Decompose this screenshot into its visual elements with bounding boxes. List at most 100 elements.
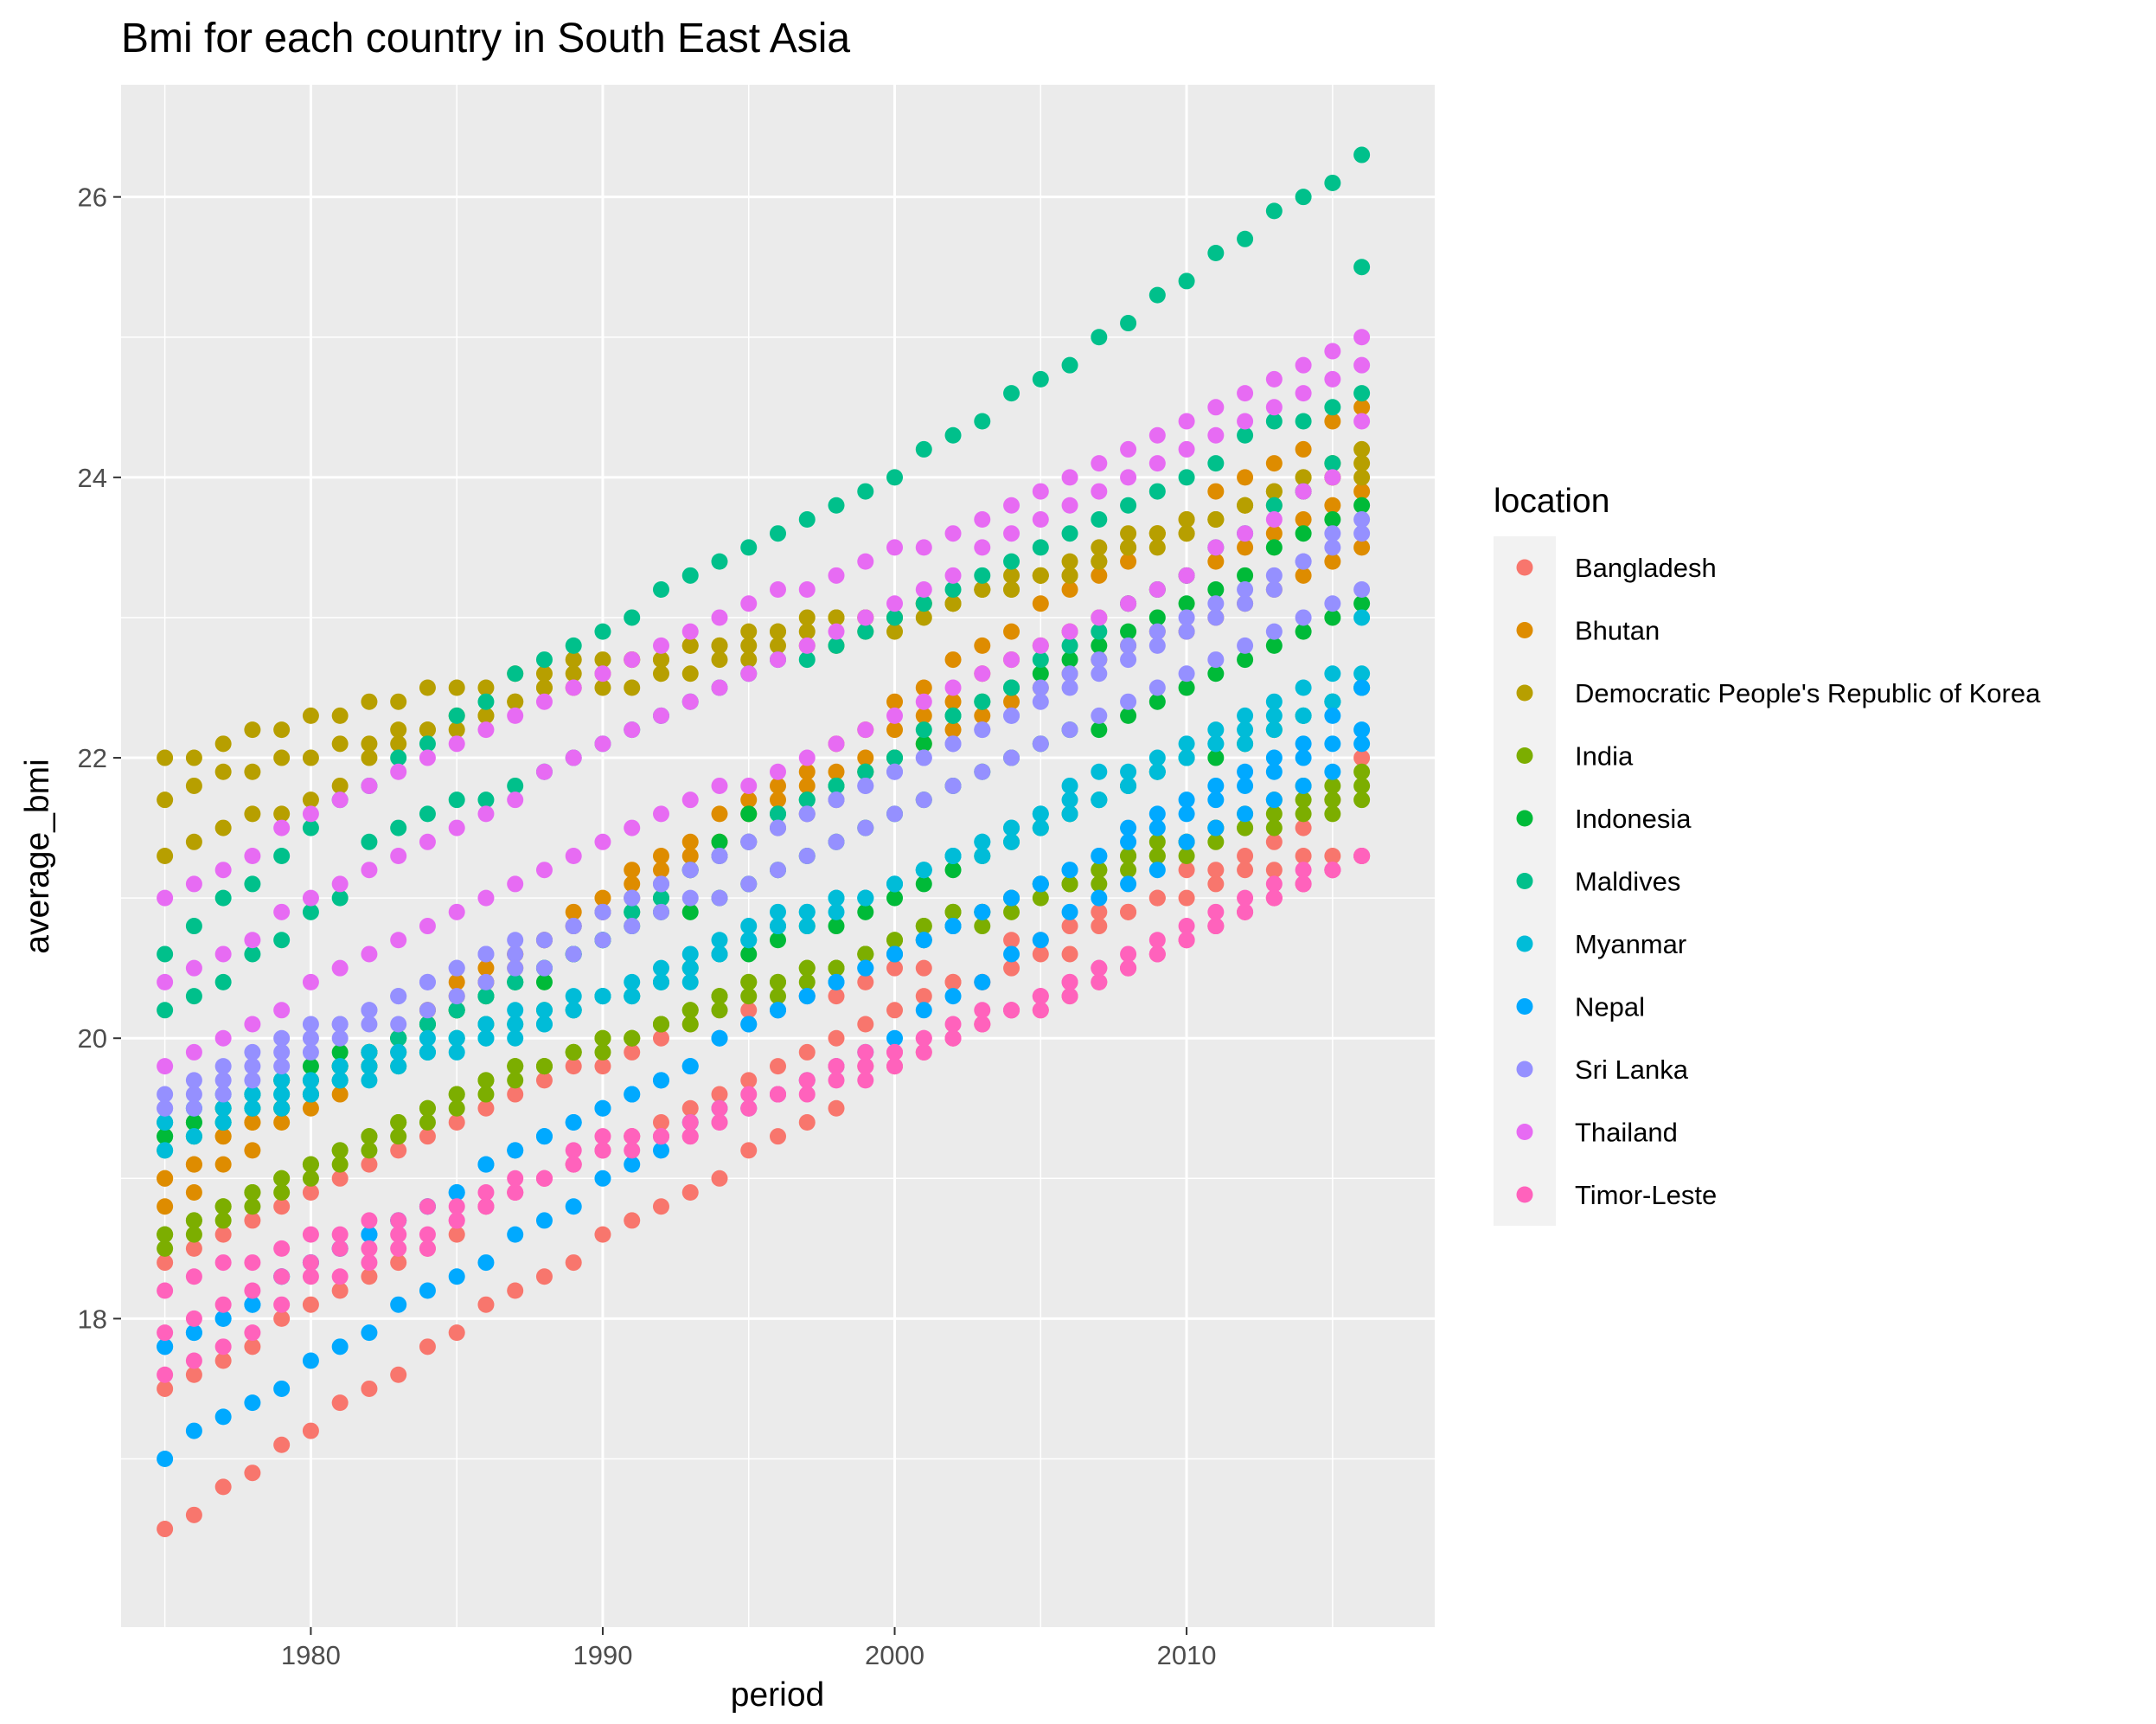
point-nepal bbox=[1061, 903, 1078, 920]
point-timor-leste bbox=[273, 1240, 291, 1257]
point-thailand bbox=[1324, 370, 1341, 388]
point-maldives bbox=[185, 988, 202, 1005]
point-timor-leste bbox=[1295, 875, 1312, 893]
point-democratic-people-s-republic-of-korea bbox=[681, 665, 699, 683]
point-india bbox=[390, 1113, 407, 1131]
point-indonesia bbox=[1353, 595, 1371, 612]
point-thailand bbox=[1207, 426, 1225, 444]
point-democratic-people-s-republic-of-korea bbox=[302, 749, 319, 766]
point-nepal bbox=[244, 1296, 261, 1313]
point-myanmar bbox=[798, 903, 816, 920]
point-democratic-people-s-republic-of-korea bbox=[1003, 581, 1020, 599]
point-nepal bbox=[273, 1380, 291, 1397]
point-india bbox=[331, 1156, 349, 1173]
point-myanmar bbox=[681, 959, 699, 977]
point-sri-lanka bbox=[1032, 693, 1049, 710]
point-myanmar bbox=[1061, 777, 1078, 794]
point-sri-lanka bbox=[974, 721, 991, 739]
point-india bbox=[419, 1113, 436, 1131]
point-thailand bbox=[244, 1016, 261, 1033]
point-timor-leste bbox=[1178, 918, 1195, 935]
point-bangladesh bbox=[361, 1156, 378, 1173]
point-bangladesh bbox=[1178, 862, 1195, 879]
point-indonesia bbox=[1265, 539, 1283, 556]
point-thailand bbox=[302, 889, 319, 907]
point-sri-lanka bbox=[214, 1072, 232, 1089]
point-india bbox=[798, 973, 816, 990]
point-thailand bbox=[331, 792, 349, 809]
point-thailand bbox=[770, 763, 786, 780]
point-nepal bbox=[1061, 862, 1078, 879]
point-myanmar bbox=[944, 848, 962, 864]
point-bangladesh bbox=[1148, 889, 1166, 907]
data-points bbox=[157, 146, 1371, 1538]
point-nepal bbox=[1295, 777, 1312, 794]
point-bhutan bbox=[711, 805, 728, 823]
point-thailand bbox=[652, 805, 669, 823]
point-thailand bbox=[448, 735, 465, 753]
point-indonesia bbox=[1148, 693, 1166, 710]
point-indonesia bbox=[1207, 749, 1225, 766]
point-maldives bbox=[594, 623, 611, 640]
point-timor-leste bbox=[448, 1212, 465, 1229]
point-india bbox=[185, 1212, 202, 1229]
point-maldives bbox=[507, 973, 524, 990]
point-maldives bbox=[624, 903, 641, 920]
point-bangladesh bbox=[711, 1170, 728, 1187]
point-democratic-people-s-republic-of-korea bbox=[974, 581, 991, 599]
point-india bbox=[157, 1240, 174, 1257]
point-democratic-people-s-republic-of-korea bbox=[185, 749, 202, 766]
point-thailand bbox=[828, 567, 845, 584]
point-democratic-people-s-republic-of-korea bbox=[390, 693, 407, 710]
point-india bbox=[302, 1170, 319, 1187]
point-thailand bbox=[507, 707, 524, 724]
point-maldives bbox=[1120, 315, 1137, 332]
point-thailand bbox=[1120, 440, 1137, 458]
legend-key-myanmar bbox=[1516, 935, 1533, 952]
point-maldives bbox=[390, 749, 407, 766]
point-india bbox=[214, 1212, 232, 1229]
point-thailand bbox=[535, 693, 553, 710]
point-sri-lanka bbox=[1148, 679, 1166, 696]
point-nepal bbox=[507, 1226, 524, 1243]
point-thailand bbox=[273, 1002, 291, 1019]
point-sri-lanka bbox=[214, 1058, 232, 1075]
point-indonesia bbox=[1295, 525, 1312, 542]
point-timor-leste bbox=[1120, 945, 1137, 963]
point-myanmar bbox=[1003, 819, 1020, 836]
point-bangladesh bbox=[770, 1058, 786, 1075]
point-myanmar bbox=[1061, 805, 1078, 823]
point-bangladesh bbox=[214, 1478, 232, 1496]
point-maldives bbox=[1295, 189, 1312, 206]
point-nepal bbox=[1120, 833, 1137, 850]
point-nepal bbox=[915, 932, 932, 949]
point-timor-leste bbox=[1032, 988, 1049, 1005]
point-thailand bbox=[1295, 356, 1312, 374]
point-sri-lanka bbox=[507, 932, 524, 949]
point-thailand bbox=[565, 848, 582, 864]
point-bangladesh bbox=[886, 1002, 904, 1019]
point-myanmar bbox=[624, 973, 641, 990]
point-maldives bbox=[1061, 637, 1078, 654]
point-thailand bbox=[507, 792, 524, 809]
point-india bbox=[770, 988, 786, 1005]
point-bhutan bbox=[448, 973, 465, 990]
point-maldives bbox=[886, 609, 904, 626]
point-bhutan bbox=[273, 1113, 291, 1131]
point-bhutan bbox=[1237, 539, 1254, 556]
point-india bbox=[273, 1170, 291, 1187]
point-nepal bbox=[652, 1072, 669, 1089]
point-india bbox=[244, 1198, 261, 1215]
point-timor-leste bbox=[652, 1128, 669, 1145]
point-india bbox=[740, 973, 758, 990]
y-tick-label: 18 bbox=[78, 1304, 107, 1334]
point-myanmar bbox=[770, 918, 786, 935]
point-indonesia bbox=[886, 889, 904, 907]
point-maldives bbox=[302, 903, 319, 920]
point-myanmar bbox=[1295, 707, 1312, 724]
point-maldives bbox=[1178, 272, 1195, 290]
point-timor-leste bbox=[681, 1113, 699, 1131]
x-tick-label: 1980 bbox=[281, 1640, 341, 1670]
point-thailand bbox=[944, 567, 962, 584]
point-myanmar bbox=[157, 1113, 174, 1131]
